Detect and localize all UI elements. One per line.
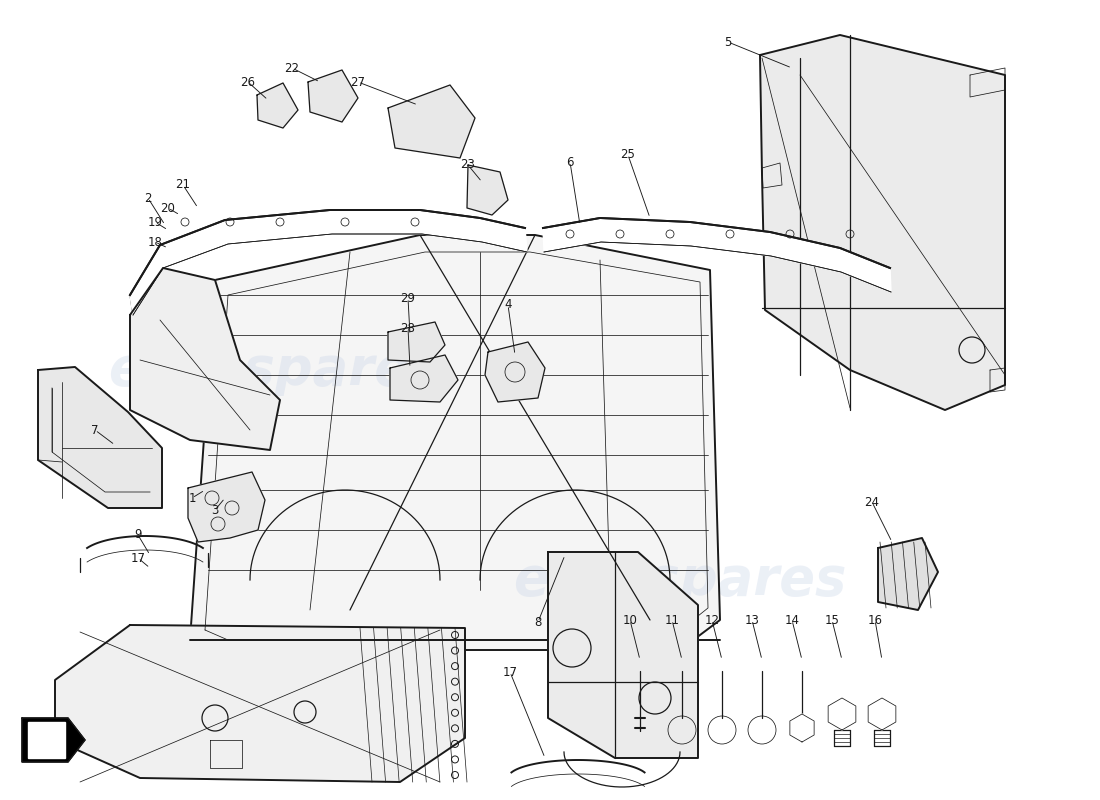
Polygon shape bbox=[828, 698, 856, 730]
Text: 5: 5 bbox=[724, 35, 732, 49]
Polygon shape bbox=[390, 355, 458, 402]
Polygon shape bbox=[485, 342, 544, 402]
Polygon shape bbox=[190, 235, 720, 650]
Text: 3: 3 bbox=[211, 503, 219, 517]
Text: eurospares: eurospares bbox=[514, 554, 847, 606]
Polygon shape bbox=[130, 210, 527, 315]
Text: 6: 6 bbox=[566, 155, 574, 169]
Text: 11: 11 bbox=[664, 614, 680, 626]
Text: 15: 15 bbox=[825, 614, 839, 626]
Polygon shape bbox=[878, 538, 938, 610]
Text: 28: 28 bbox=[400, 322, 416, 334]
Polygon shape bbox=[257, 83, 298, 128]
Polygon shape bbox=[468, 165, 508, 215]
Polygon shape bbox=[760, 35, 1005, 410]
Text: 4: 4 bbox=[504, 298, 512, 311]
Text: 19: 19 bbox=[147, 215, 163, 229]
Text: 9: 9 bbox=[134, 529, 142, 542]
Text: 20: 20 bbox=[161, 202, 175, 214]
Text: 14: 14 bbox=[784, 614, 800, 626]
Polygon shape bbox=[22, 718, 85, 762]
Text: 16: 16 bbox=[868, 614, 882, 626]
Polygon shape bbox=[548, 552, 698, 758]
Polygon shape bbox=[39, 367, 162, 508]
Polygon shape bbox=[130, 268, 280, 450]
Text: 2: 2 bbox=[144, 191, 152, 205]
Polygon shape bbox=[868, 698, 895, 730]
Text: 10: 10 bbox=[623, 614, 637, 626]
Polygon shape bbox=[790, 714, 814, 742]
Text: 23: 23 bbox=[461, 158, 475, 171]
Polygon shape bbox=[308, 70, 358, 122]
Text: 13: 13 bbox=[745, 614, 759, 626]
Text: 27: 27 bbox=[351, 75, 365, 89]
Text: 7: 7 bbox=[91, 423, 99, 437]
Polygon shape bbox=[188, 472, 265, 542]
Text: 12: 12 bbox=[704, 614, 719, 626]
Text: 17: 17 bbox=[131, 551, 145, 565]
Text: 21: 21 bbox=[176, 178, 190, 191]
Polygon shape bbox=[28, 722, 65, 758]
Text: 29: 29 bbox=[400, 291, 416, 305]
Text: 24: 24 bbox=[865, 495, 880, 509]
Text: 22: 22 bbox=[285, 62, 299, 74]
Text: 18: 18 bbox=[147, 235, 163, 249]
Polygon shape bbox=[543, 218, 891, 292]
Text: 1: 1 bbox=[188, 491, 196, 505]
Text: 17: 17 bbox=[503, 666, 517, 678]
Polygon shape bbox=[388, 85, 475, 158]
Text: 8: 8 bbox=[535, 615, 541, 629]
Text: 26: 26 bbox=[241, 75, 255, 89]
Text: eurospares: eurospares bbox=[108, 344, 442, 396]
Polygon shape bbox=[388, 322, 446, 362]
Polygon shape bbox=[55, 625, 465, 782]
Text: 25: 25 bbox=[620, 149, 636, 162]
